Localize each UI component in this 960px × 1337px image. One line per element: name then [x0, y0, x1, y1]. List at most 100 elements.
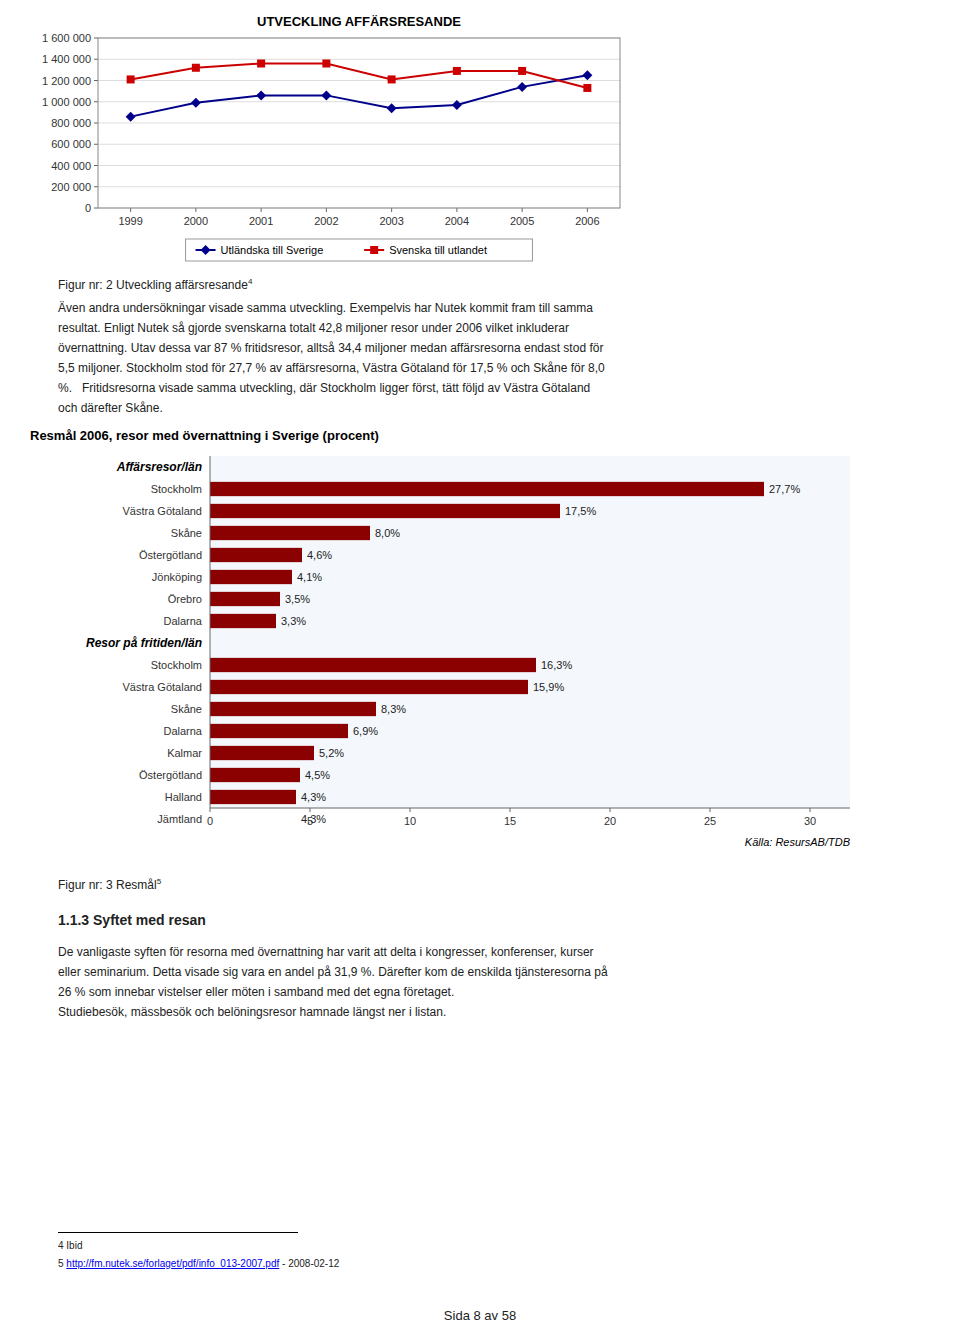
tick-label: 1 400 000	[42, 53, 91, 65]
tick-label: 2000	[184, 215, 208, 227]
footnote: 4 Ibid	[58, 1238, 82, 1254]
figure-caption: Figur nr: 3 Resmål5	[58, 872, 161, 895]
category-label: Kalmar	[167, 747, 202, 759]
bar	[210, 570, 292, 584]
tick-label: 2001	[249, 215, 273, 227]
marker	[127, 75, 135, 83]
tick-label: 1 200 000	[42, 75, 91, 87]
category-label: Dalarna	[163, 725, 202, 737]
tick-label: 2005	[510, 215, 534, 227]
body-text: De vanligaste syften för resorna med öve…	[58, 942, 608, 1022]
tick-mark	[94, 165, 98, 166]
marker	[453, 67, 461, 75]
tick-mark	[94, 101, 98, 102]
bars	[210, 482, 764, 808]
tick-mark	[94, 123, 98, 124]
footnote-rule	[58, 1232, 298, 1233]
tick-mark	[130, 208, 131, 212]
marker	[518, 67, 526, 75]
footnote-ref: 5	[157, 877, 161, 886]
grid-line	[98, 144, 620, 145]
tick-mark	[94, 59, 98, 60]
chart-title: Resmål 2006, resor med övernattning i Sv…	[30, 428, 379, 443]
tick-mark	[94, 186, 98, 187]
x-axis-line	[210, 808, 850, 809]
legend-marker	[370, 246, 378, 254]
bar	[210, 482, 764, 496]
footnote-ref: 4	[248, 277, 252, 286]
bar	[210, 526, 370, 540]
marker	[257, 60, 265, 68]
bar	[210, 680, 528, 694]
marker	[452, 100, 462, 110]
bar	[210, 724, 348, 738]
tick-label: 25	[704, 815, 716, 827]
data-label: 3,3%	[281, 615, 306, 627]
tick-mark	[94, 80, 98, 81]
marker	[583, 84, 591, 92]
tick-mark	[522, 208, 523, 212]
tick-label: 2002	[314, 215, 338, 227]
grid-line	[98, 80, 620, 81]
data-label: 17,5%	[565, 505, 596, 517]
category-label: Västra Götaland	[123, 505, 203, 517]
tick-mark	[94, 38, 98, 39]
line-chart: UTVECKLING AFFÄRSRESANDE0200 000400 0006…	[20, 8, 640, 270]
tick-mark	[210, 808, 211, 812]
tick-label: 1 000 000	[42, 96, 91, 108]
tick-label: 10	[404, 815, 416, 827]
category-label: Östergötland	[139, 769, 202, 781]
data-label: 16,3%	[541, 659, 572, 671]
category-label: Jämtland	[157, 813, 202, 825]
tick-mark	[261, 208, 262, 212]
tick-label: 30	[804, 815, 816, 827]
chart-title: UTVECKLING AFFÄRSRESANDE	[257, 14, 461, 29]
category-label: Dalarna	[163, 615, 202, 627]
grid-line	[98, 186, 620, 187]
tick-label: 1 600 000	[42, 32, 91, 44]
marker	[582, 70, 592, 80]
category-label: Stockholm	[151, 659, 202, 671]
section-label: Affärsresor/län	[116, 460, 202, 474]
bar	[210, 504, 560, 518]
data-label: 8,3%	[381, 703, 406, 715]
tick-label: 2006	[575, 215, 599, 227]
grid-line	[98, 165, 620, 166]
bar	[210, 658, 536, 672]
tick-label: 15	[504, 815, 516, 827]
tick-label: 1999	[118, 215, 142, 227]
marker	[322, 60, 330, 68]
tick-label: 2004	[445, 215, 469, 227]
bar-chart: Resmål 2006, resor med övernattning i Sv…	[20, 422, 920, 862]
data-label: 5,2%	[319, 747, 344, 759]
marker	[387, 103, 397, 113]
footnote-number: 5	[58, 1258, 66, 1269]
tick-label: 400 000	[51, 160, 91, 172]
tick-mark	[810, 808, 811, 812]
data-label: 15,9%	[533, 681, 564, 693]
tick-mark	[94, 208, 98, 209]
bar	[210, 746, 314, 760]
tick-label: 200 000	[51, 181, 91, 193]
series-line	[131, 64, 588, 88]
plot-area	[210, 456, 850, 808]
caption-text: Figur nr: 3 Resmål	[58, 878, 157, 892]
legend-entry: Svenska till utlandet	[389, 244, 487, 256]
tick-mark	[610, 808, 611, 812]
data-label: 3,5%	[285, 593, 310, 605]
marker	[126, 112, 136, 122]
figure-caption: Figur nr: 2 Utveckling affärsresande4	[58, 272, 252, 295]
plot-area	[98, 38, 620, 208]
marker	[256, 90, 266, 100]
tick-mark	[326, 208, 327, 212]
bar	[210, 614, 276, 628]
data-label: 8,0%	[375, 527, 400, 539]
marker	[388, 75, 396, 83]
tick-mark	[410, 808, 411, 812]
page-number: Sida 8 av 58	[0, 1306, 960, 1326]
tick-label: 5	[307, 815, 313, 827]
caption-text: Figur nr: 2 Utveckling affärsresande	[58, 278, 248, 292]
bar	[210, 790, 296, 804]
data-label: 4,1%	[297, 571, 322, 583]
tick-label: 800 000	[51, 117, 91, 129]
